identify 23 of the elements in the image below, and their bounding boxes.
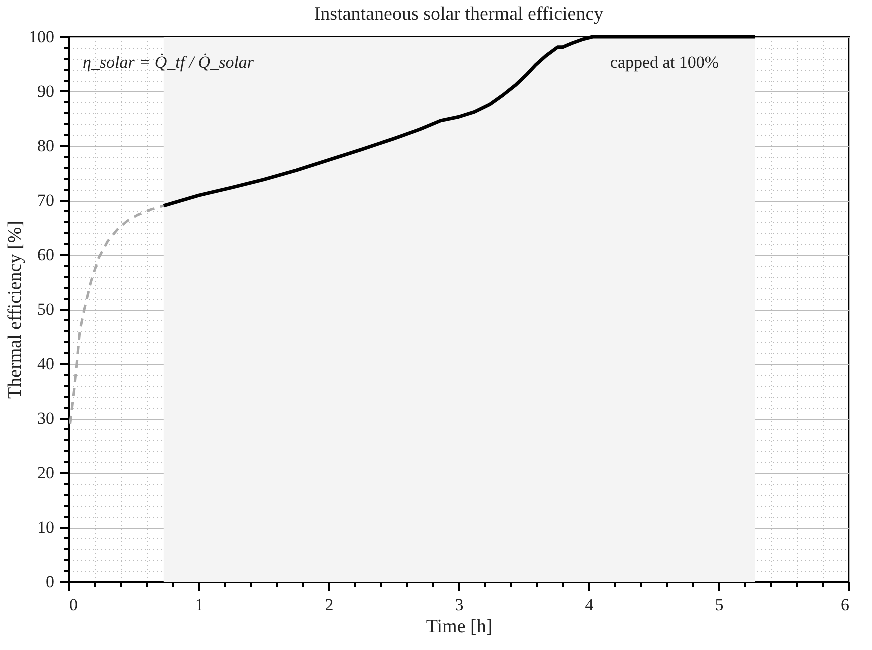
y-tick-label: 0 bbox=[46, 572, 54, 592]
x-tick-label: 0 bbox=[70, 596, 78, 614]
y-tick-label: 20 bbox=[38, 464, 54, 482]
chart-title: Instantaneous solar thermal efficiency bbox=[314, 4, 604, 25]
y-tick-label: 90 bbox=[38, 82, 54, 101]
annotation: capped at 100% bbox=[610, 53, 719, 72]
x-tick-label: 5 bbox=[715, 596, 724, 614]
y-tick-label: 80 bbox=[38, 136, 54, 156]
x-tick-label: 3 bbox=[455, 596, 464, 614]
x-tick-label: 6 bbox=[841, 596, 850, 614]
annotation: η_solar = Q̇_tf / Q̇_solar bbox=[83, 53, 254, 72]
y-tick-label: 70 bbox=[38, 191, 54, 210]
y-tick-label: 30 bbox=[38, 409, 54, 428]
y-tick-label: 100 bbox=[29, 28, 54, 46]
x-tick-label: 4 bbox=[585, 596, 594, 614]
x-tick-label: 2 bbox=[325, 596, 334, 614]
y-axis-title: Thermal efficiency [%] bbox=[5, 221, 26, 399]
y-tick-label: 10 bbox=[38, 518, 54, 537]
x-axis-title: Time [h] bbox=[426, 616, 493, 638]
x-tick-label: 1 bbox=[195, 596, 204, 614]
y-tick-label: 60 bbox=[38, 246, 54, 264]
y-tick-label: 40 bbox=[38, 354, 54, 374]
y-tick-label: 50 bbox=[38, 300, 54, 319]
